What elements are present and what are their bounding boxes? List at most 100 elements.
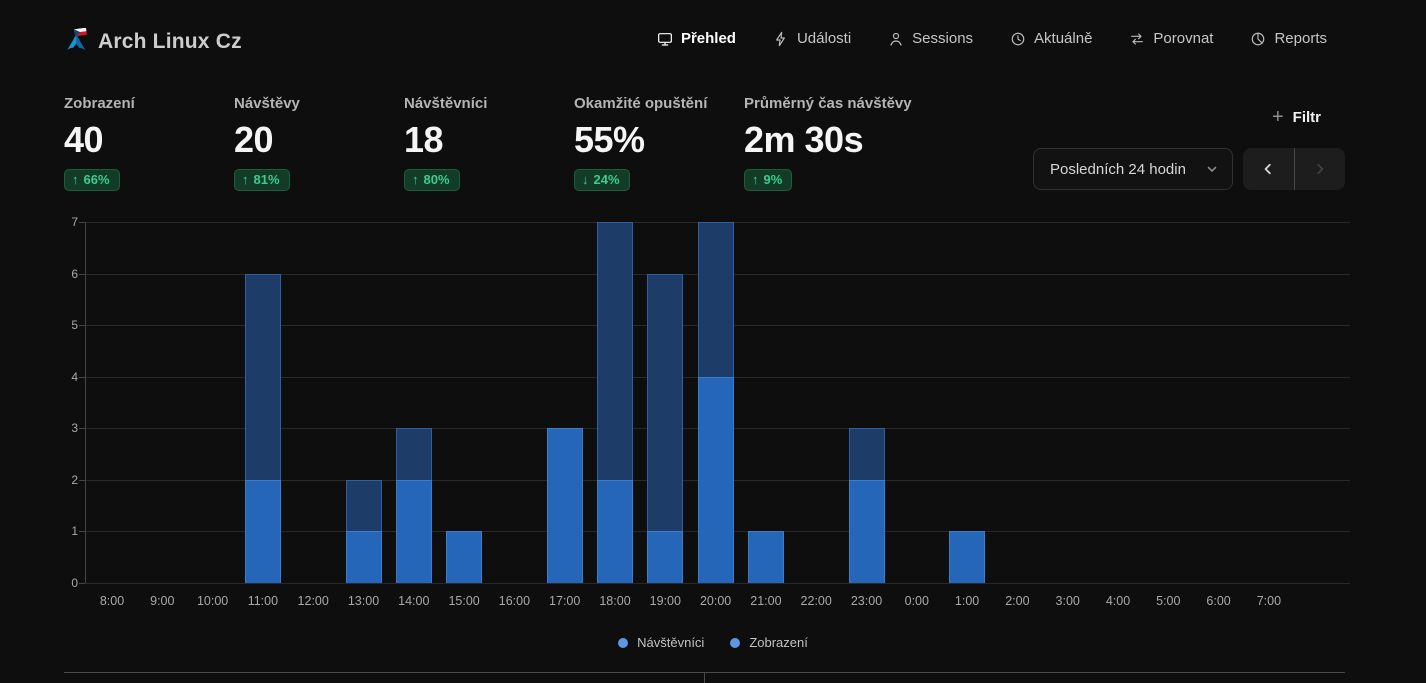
- x-axis-label: 13:00: [347, 594, 380, 608]
- user-icon: [888, 31, 904, 47]
- nav-item-aktualne[interactable]: Aktuálně: [1010, 30, 1092, 47]
- y-axis-label: 3: [71, 421, 78, 436]
- metric-change-badge: ↑ 66%: [64, 168, 120, 191]
- pager-divider: [1293, 148, 1295, 190]
- bar-visitors[interactable]: [597, 479, 633, 583]
- x-axis-label: 10:00: [196, 594, 229, 608]
- x-axis-label: 22:00: [800, 594, 832, 608]
- y-axis-tick: [79, 479, 85, 481]
- arrow-up-icon: ↑: [412, 171, 419, 187]
- metric-change-value: 81%: [253, 171, 280, 187]
- y-axis-tick: [79, 428, 85, 430]
- date-range-value: Posledních 24 hodin: [1050, 160, 1186, 178]
- bar-visitors[interactable]: [949, 531, 986, 583]
- chart-legend: Návštěvníci Zobrazení: [0, 635, 1426, 650]
- y-axis-label: 1: [71, 524, 78, 539]
- metric-0: Zobrazení 40 ↑ 66%: [64, 95, 229, 191]
- bar-visitors[interactable]: [446, 531, 483, 583]
- metric-label: Zobrazení: [64, 95, 135, 112]
- legend-label: Zobrazení: [749, 635, 808, 650]
- metric-value: 2m 30s: [744, 119, 864, 160]
- previous-period-button[interactable]: [1243, 148, 1294, 190]
- zap-icon: [773, 31, 789, 47]
- metric-change-value: 66%: [83, 171, 110, 187]
- chevron-right-icon: [1317, 163, 1324, 175]
- y-axis-line: [85, 222, 86, 583]
- metric-change-badge: ↓ 24%: [574, 168, 630, 191]
- nav-item-label: Sessions: [912, 30, 974, 47]
- bar-visitors[interactable]: [345, 531, 382, 583]
- x-axis-label: 3:00: [1055, 594, 1080, 608]
- metric-4: Průměrný čas návštěvy 2m 30s ↑ 9%: [744, 95, 912, 191]
- arrow-up-icon: ↑: [72, 171, 79, 187]
- site-title: Arch Linux Cz: [98, 29, 242, 53]
- legend-dot-icon: [618, 637, 629, 648]
- metric-change-value: 24%: [593, 171, 620, 187]
- nav-item-udalosti[interactable]: Události: [773, 30, 851, 47]
- bar-visitors[interactable]: [747, 531, 784, 583]
- bar-visitors[interactable]: [697, 376, 734, 583]
- arch-linux-logo-icon: [64, 28, 89, 55]
- arrow-up-icon: ↑: [752, 171, 759, 187]
- x-axis-label: 16:00: [498, 594, 531, 608]
- brand: Arch Linux Cz: [64, 28, 242, 55]
- metric-value: 18: [404, 119, 444, 160]
- grid-line: [85, 583, 1350, 584]
- metric-change-badge: ↑ 81%: [234, 168, 290, 191]
- legend-dot-icon: [730, 637, 741, 648]
- nav-item-label: Aktuálně: [1034, 30, 1093, 47]
- bar-visitors[interactable]: [848, 479, 885, 583]
- x-axis-label: 12:00: [297, 594, 329, 608]
- next-period-button[interactable]: [1295, 148, 1346, 190]
- x-axis-label: 7:00: [1256, 594, 1282, 608]
- bar-visitors[interactable]: [546, 428, 583, 583]
- metric-label: Návštěvy: [234, 95, 300, 112]
- y-axis-tick: [79, 531, 85, 533]
- y-axis-tick: [79, 583, 85, 584]
- add-filter-button[interactable]: + Filtr: [1266, 106, 1327, 128]
- x-axis-label: 18:00: [599, 594, 631, 608]
- metric-change-value: 80%: [423, 171, 450, 187]
- main-nav: Přehled Události Sessions Aktuálně Porovnat R…: [657, 30, 1327, 47]
- x-axis-label: 21:00: [750, 594, 782, 608]
- nav-item-reports[interactable]: Reports: [1250, 30, 1327, 47]
- metric-label: Průměrný čas návštěvy: [744, 95, 912, 112]
- x-axis-label: 6:00: [1206, 594, 1231, 608]
- x-axis-label: 19:00: [649, 594, 681, 608]
- nav-item-porovnat[interactable]: Porovnat: [1129, 30, 1213, 47]
- y-axis-label: 4: [71, 369, 78, 384]
- metric-change-badge: ↑ 9%: [744, 168, 793, 191]
- bar-visitors[interactable]: [244, 479, 281, 583]
- legend-item-1[interactable]: Zobrazení: [730, 635, 808, 650]
- date-range-dropdown[interactable]: Posledních 24 hodin: [1033, 148, 1233, 190]
- plus-icon: +: [1271, 106, 1284, 128]
- y-axis-tick: [79, 325, 85, 327]
- x-axis-label: 0:00: [904, 594, 929, 608]
- x-axis-label: 9:00: [150, 594, 175, 608]
- metric-value: 20: [234, 119, 274, 160]
- y-axis-label: 5: [71, 318, 78, 333]
- legend-item-0[interactable]: Návštěvníci: [618, 635, 704, 650]
- x-axis-label: 1:00: [954, 594, 980, 608]
- date-pager: [1243, 148, 1345, 190]
- x-axis-label: 4:00: [1105, 594, 1131, 608]
- x-axis-label: 5:00: [1156, 594, 1181, 608]
- bar-visitors[interactable]: [647, 531, 684, 583]
- x-axis-label: 20:00: [699, 594, 732, 608]
- x-axis-label: 14:00: [398, 594, 430, 608]
- nav-item-sessions[interactable]: Sessions: [888, 30, 973, 47]
- nav-item-label: Porovnat: [1153, 30, 1214, 47]
- nav-item-label: Reports: [1274, 30, 1327, 47]
- monitor-icon: [657, 31, 673, 47]
- pie-icon: [1250, 31, 1266, 47]
- x-axis-label: 11:00: [247, 594, 279, 608]
- y-axis-tick: [79, 273, 85, 275]
- bar-visitors[interactable]: [395, 479, 432, 583]
- nav-item-prehled[interactable]: Přehled: [657, 30, 736, 47]
- metric-change-badge: ↑ 80%: [404, 168, 460, 191]
- x-axis-label: 15:00: [448, 594, 480, 608]
- y-axis-tick: [79, 376, 85, 378]
- y-axis-tick: [79, 222, 85, 223]
- x-axis-label: 17:00: [549, 594, 581, 608]
- metric-label: Okamžité opuštění: [574, 95, 708, 112]
